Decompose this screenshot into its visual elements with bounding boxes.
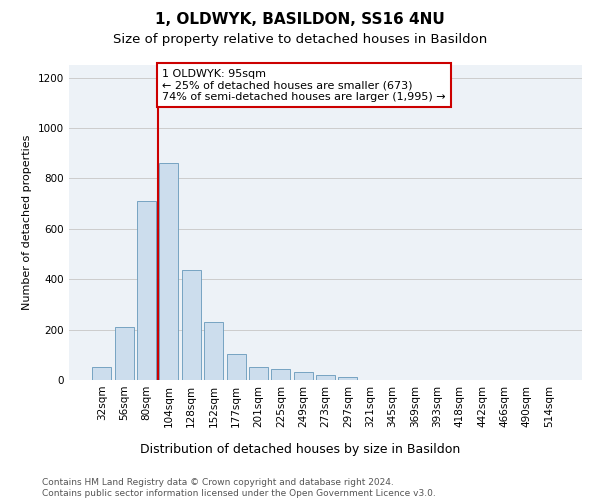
Bar	[227, 354, 245, 380]
Bar	[182, 270, 201, 380]
Text: Contains HM Land Registry data © Crown copyright and database right 2024.
Contai: Contains HM Land Registry data © Crown c…	[42, 478, 436, 498]
Bar	[92, 368, 112, 380]
Bar	[316, 375, 335, 380]
Text: Size of property relative to detached houses in Basildon: Size of property relative to detached ho…	[113, 32, 487, 46]
Bar	[160, 164, 178, 380]
Bar	[115, 327, 134, 380]
Bar	[271, 368, 290, 380]
Text: 1 OLDWYK: 95sqm
← 25% of detached houses are smaller (673)
74% of semi-detached : 1 OLDWYK: 95sqm ← 25% of detached houses…	[162, 68, 446, 102]
Bar	[137, 201, 156, 380]
Text: Distribution of detached houses by size in Basildon: Distribution of detached houses by size …	[140, 442, 460, 456]
Text: 1, OLDWYK, BASILDON, SS16 4NU: 1, OLDWYK, BASILDON, SS16 4NU	[155, 12, 445, 28]
Bar	[204, 322, 223, 380]
Bar	[293, 372, 313, 380]
Bar	[249, 368, 268, 380]
Y-axis label: Number of detached properties: Number of detached properties	[22, 135, 32, 310]
Bar	[338, 378, 358, 380]
